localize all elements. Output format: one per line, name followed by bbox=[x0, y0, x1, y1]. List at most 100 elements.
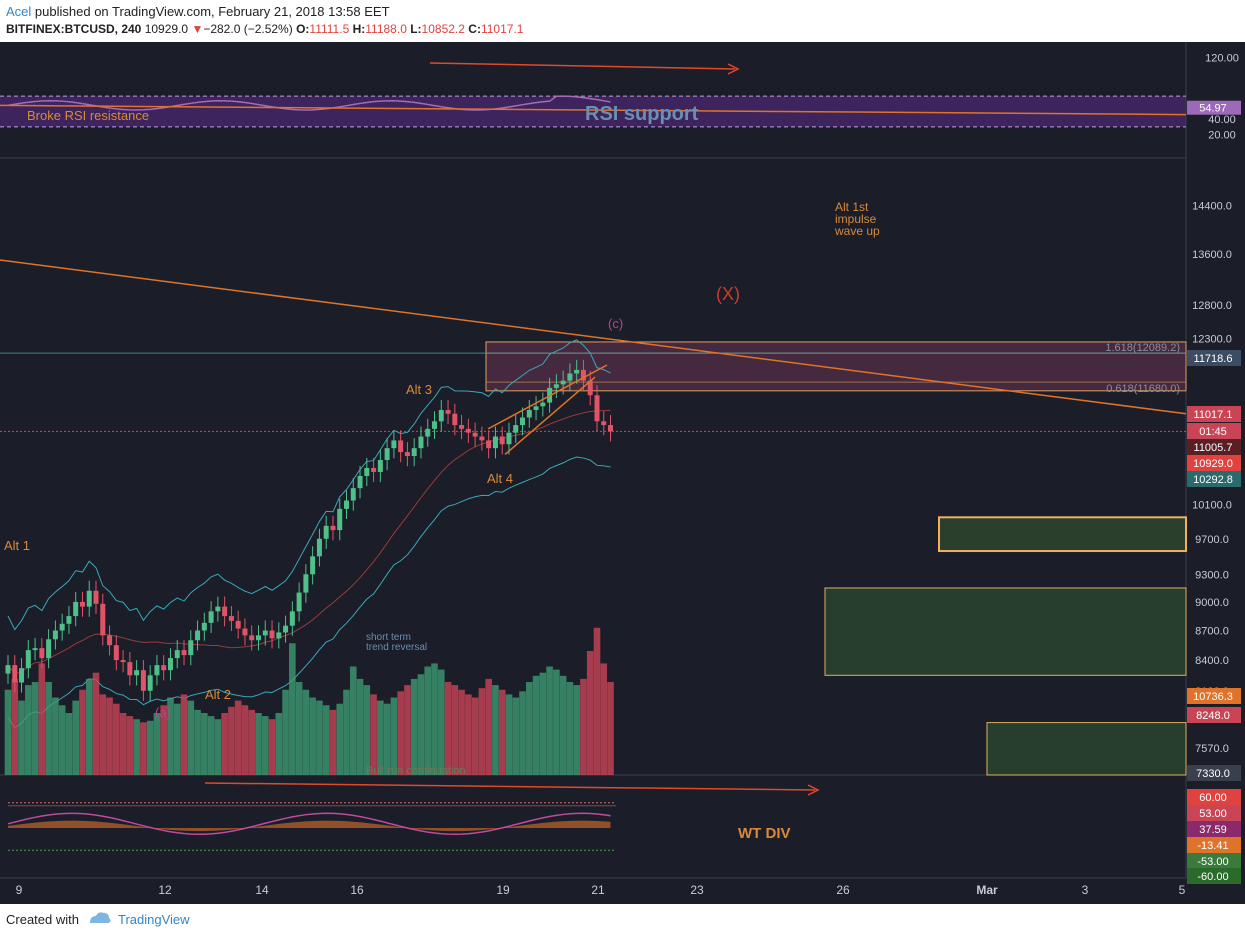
candle-body bbox=[127, 662, 133, 676]
candle-body bbox=[235, 620, 241, 629]
wt1-line bbox=[7, 812, 611, 836]
price-axis-badge bbox=[1187, 439, 1241, 455]
candle-body bbox=[520, 417, 526, 426]
chart-area[interactable]: 120.00 40.00 20.00 54.97 Broke RSI resistanc… bbox=[0, 42, 1245, 904]
volume-bar bbox=[465, 694, 472, 775]
trend-reversal-label-1: short term bbox=[366, 632, 411, 643]
time-tick-label: 3 bbox=[1082, 883, 1089, 897]
volume-bar bbox=[383, 703, 391, 775]
alt-impulse-label-3: wave up bbox=[834, 224, 880, 238]
volume-bar bbox=[133, 719, 140, 775]
wt-axis-label: 60.00 bbox=[1199, 792, 1227, 804]
wave-x-label: (X) bbox=[716, 284, 740, 304]
volume-bar bbox=[221, 713, 228, 775]
candle-body bbox=[560, 380, 566, 385]
time-tick-label: 14 bbox=[255, 883, 269, 897]
rsi-value-label: 54.97 bbox=[1199, 103, 1227, 115]
support-zone-1 bbox=[938, 516, 1187, 553]
volume-bar bbox=[79, 689, 86, 775]
volume-bar bbox=[58, 705, 66, 775]
candle-body bbox=[303, 574, 309, 593]
bollinger-basis bbox=[7, 409, 611, 675]
broke-rsi-resistance-label: Broke RSI resistance bbox=[27, 108, 149, 123]
author-link[interactable]: Acel bbox=[6, 4, 32, 19]
tradingview-logo-icon bbox=[90, 912, 111, 923]
candle-body bbox=[404, 452, 410, 457]
high-key: H: bbox=[352, 22, 366, 36]
candle-body bbox=[384, 448, 390, 460]
price-tick-label: 14400.0 bbox=[1192, 201, 1232, 213]
time-tick-label: 21 bbox=[591, 883, 605, 897]
volume-bar bbox=[573, 685, 580, 775]
volume-bar bbox=[302, 689, 310, 775]
candle-body bbox=[330, 525, 336, 531]
candle-body bbox=[499, 436, 505, 445]
candle-body bbox=[574, 369, 580, 374]
candle-body bbox=[12, 665, 18, 683]
volume-bar bbox=[525, 682, 533, 775]
price-axis-badge bbox=[1187, 350, 1241, 366]
price-axis-badge bbox=[1187, 423, 1241, 439]
candle-body bbox=[113, 645, 119, 661]
candle-body bbox=[255, 635, 261, 641]
time-tick-label: 5 bbox=[1179, 883, 1186, 897]
candle-body bbox=[19, 668, 25, 683]
time-tick-label: 16 bbox=[350, 883, 364, 897]
price-tick-label: 8400.0 bbox=[1195, 655, 1229, 667]
alt3-label: Alt 3 bbox=[406, 382, 432, 397]
candle-body bbox=[601, 421, 607, 426]
volume-bar bbox=[316, 700, 323, 775]
volume-bar bbox=[424, 666, 432, 775]
wt-axis-badge bbox=[1187, 789, 1241, 805]
volume-bar bbox=[295, 682, 303, 775]
candle-body bbox=[506, 432, 512, 445]
alt-impulse-label-1: Alt 1st bbox=[835, 200, 869, 214]
volume-bar bbox=[146, 720, 154, 775]
candle-body bbox=[377, 459, 383, 472]
volume-bar bbox=[559, 675, 567, 775]
candle-body bbox=[188, 640, 194, 656]
time-tick-label: 9 bbox=[16, 883, 23, 897]
candle-body bbox=[120, 660, 126, 663]
volume-bar bbox=[451, 685, 459, 775]
support-zone-2 bbox=[824, 587, 1187, 676]
volume-bar bbox=[167, 697, 174, 775]
tradingview-link[interactable]: TradingView bbox=[118, 912, 190, 927]
candle-body bbox=[452, 413, 458, 426]
volume-bar bbox=[153, 713, 161, 775]
ohlc-line: BITFINEX:BTCUSD, 240 10929.0 ▼−282.0 (−2… bbox=[6, 22, 523, 36]
chart-canvas[interactable]: 120.00 40.00 20.00 54.97 Broke RSI resistanc… bbox=[0, 42, 1245, 904]
candle-body bbox=[181, 650, 187, 656]
candle-body bbox=[32, 648, 38, 651]
volume-bar bbox=[52, 697, 59, 775]
volume-bar bbox=[512, 697, 520, 775]
trend-reversal-label-2: trend reversal bbox=[366, 642, 427, 653]
volume-bar bbox=[65, 713, 73, 775]
alt2-label: Alt 2 bbox=[205, 687, 231, 702]
volume-bar bbox=[322, 705, 330, 775]
volume-bar bbox=[268, 719, 276, 775]
volume-bar bbox=[566, 682, 574, 775]
volume-bar bbox=[417, 674, 425, 775]
volume-bar bbox=[532, 675, 540, 775]
volume-bar bbox=[126, 716, 134, 775]
candle-body bbox=[39, 648, 45, 659]
volume-bar bbox=[505, 694, 513, 775]
candle-body bbox=[567, 373, 573, 381]
wt-axis-badge bbox=[1187, 805, 1241, 821]
volume-bar bbox=[201, 713, 208, 775]
candle-body bbox=[46, 639, 52, 659]
candle-body bbox=[262, 630, 268, 636]
price-tick-label: 7570.0 bbox=[1195, 743, 1229, 755]
volume-bar bbox=[397, 691, 404, 775]
volume-bar bbox=[194, 709, 201, 775]
volume-bar bbox=[343, 689, 350, 775]
candle-body bbox=[608, 425, 614, 432]
time-tick-label: Mar bbox=[976, 883, 998, 897]
price-axis-badge-label: 11718.6 bbox=[1194, 353, 1233, 365]
candle-body bbox=[323, 525, 329, 539]
wt-axis-badge bbox=[1187, 821, 1241, 837]
rsi-support-label: RSI support bbox=[585, 103, 699, 125]
volume-bar bbox=[4, 689, 12, 775]
rsi-line bbox=[7, 95, 611, 111]
